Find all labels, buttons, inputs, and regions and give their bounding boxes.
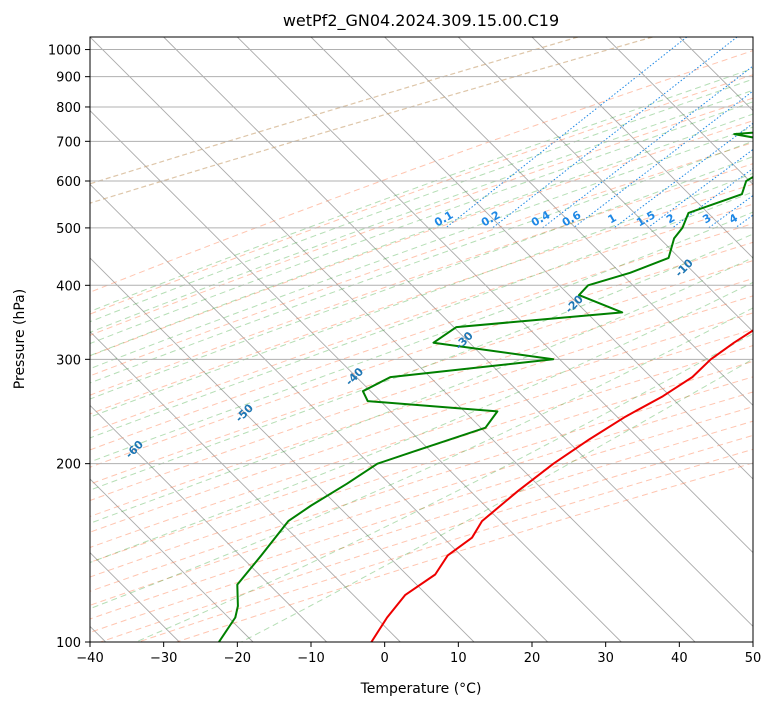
isotherm-line [531, 37, 753, 259]
background-lines [90, 37, 753, 642]
isotherm-line [163, 37, 753, 627]
plot-frame [89, 36, 754, 643]
dry-adiabat-line [90, 163, 753, 396]
moist-adiabat-line [90, 156, 753, 400]
y-tick-label: 500 [56, 222, 81, 237]
dry-adiabat-line [90, 222, 753, 451]
mixing-ratio-line [647, 148, 753, 229]
x-axis-title: Temperature (°C) [360, 681, 482, 697]
dry-adiabat-line [90, 120, 753, 357]
y-tick-label: 800 [56, 101, 81, 116]
y-axis: 100 200 300 400 500 600 700 800 900 1000 [48, 44, 90, 651]
isotherm-line [384, 37, 753, 406]
sounding-series [218, 131, 753, 642]
isotherm-line [90, 37, 696, 642]
y-axis-title: Pressure (hPa) [12, 289, 28, 389]
isotherm-line [90, 257, 475, 642]
x-axis: −40 −30 −20 −10 0 10 20 30 40 50 [76, 642, 761, 666]
mixing-ratio-line [708, 194, 753, 229]
x-tick-label: −20 [224, 651, 251, 666]
mixing-ratio-line [492, 37, 738, 229]
moist-adiabat-line [90, 140, 753, 384]
x-tick-label: 50 [745, 651, 762, 666]
dry-adiabat-line [90, 74, 753, 315]
dry-adiabat-line [90, 260, 753, 485]
moist-adiabat-line [90, 172, 753, 418]
mixing-ratio-line [572, 90, 753, 229]
mixing-ratio-line [613, 122, 753, 229]
y-tick-label: 700 [56, 135, 81, 150]
dry-adiabat-line [90, 141, 753, 377]
isotherm-line [605, 37, 753, 185]
isotherm-line [237, 37, 753, 554]
dry-adiabat-line [90, 391, 753, 606]
y-tick-label: 1000 [48, 44, 81, 59]
moist-adiabat-line [90, 257, 753, 524]
extra-adiabat-line [90, 37, 579, 185]
x-tick-label: −10 [297, 651, 324, 666]
isotherm-line [90, 331, 401, 642]
chart-title: wetPf2_GN04.2024.309.15.00.C19 [283, 11, 559, 31]
x-tick-label: −30 [150, 651, 177, 666]
moist-adiabat-line [90, 126, 753, 370]
isotherm-line [90, 478, 254, 642]
dry-adiabat-line [90, 360, 753, 578]
dry-adiabat-line [90, 312, 753, 533]
isotherm-line [90, 183, 548, 642]
x-tick-label: −40 [76, 651, 103, 666]
x-tick-label: 20 [524, 651, 541, 666]
moist-adiabat-line [241, 358, 753, 642]
temperature-line [370, 329, 753, 642]
x-tick-label: 30 [597, 651, 614, 666]
moist-adiabat-line [90, 281, 753, 564]
dry-adiabat-line [90, 328, 753, 548]
x-tick-label: 40 [671, 651, 688, 666]
moist-adiabat-line [90, 113, 753, 357]
moist-adiabat-line [135, 333, 753, 642]
dry-adiabat-line [90, 203, 753, 433]
y-tick-label: 300 [56, 353, 81, 368]
moist-adiabat-line [90, 211, 753, 463]
dry-adiabat-line [90, 50, 753, 293]
y-tick-label: 100 [56, 636, 81, 651]
x-tick-label: 0 [381, 651, 389, 666]
y-tick-label: 200 [56, 458, 81, 473]
x-tick-label: 10 [450, 651, 467, 666]
y-tick-label: 400 [56, 279, 81, 294]
moist-adiabat-line [90, 101, 753, 345]
moist-adiabat-line [90, 233, 753, 491]
dry-adiabat-line [90, 278, 753, 502]
isotherm-line [310, 37, 753, 480]
pressure-gridlines [90, 49, 753, 642]
dry-adiabat-line [90, 97, 753, 336]
dewpoint-line [218, 131, 753, 642]
moist-adiabat-line [90, 89, 753, 333]
isotherm-line [458, 37, 753, 333]
y-tick-label: 900 [56, 71, 81, 86]
y-tick-label: 600 [56, 175, 81, 190]
mixing-ratio-line [445, 37, 688, 229]
isotherm-line [90, 110, 622, 642]
isotherm-line [90, 404, 327, 642]
